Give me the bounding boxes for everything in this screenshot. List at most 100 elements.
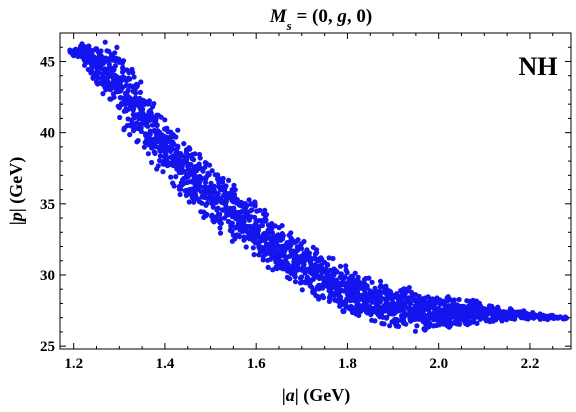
data-point: [323, 266, 329, 272]
data-point: [250, 201, 256, 207]
data-point: [222, 189, 228, 195]
data-point: [298, 245, 305, 252]
data-point: [377, 299, 383, 305]
data-point: [168, 129, 174, 135]
data-point: [232, 236, 238, 242]
data-point: [287, 276, 293, 282]
data-point: [136, 103, 142, 109]
x-tick-label: 1.6: [247, 356, 266, 372]
data-point: [350, 273, 356, 279]
data-point: [263, 217, 269, 223]
data-point: [413, 297, 419, 303]
data-point: [299, 287, 305, 293]
x-axis-ticks: 1.2 1.4 1.6 1.8 2.0 2.2: [64, 33, 554, 372]
data-point: [286, 267, 292, 273]
data-point: [174, 147, 180, 153]
data-point: [337, 263, 344, 269]
data-point: [75, 52, 81, 59]
data-point: [354, 286, 360, 292]
data-point: [363, 307, 369, 313]
chart-title: Ms = (0, g, 0): [269, 6, 372, 33]
data-point: [259, 222, 265, 229]
data-point: [134, 83, 140, 90]
data-point: [133, 90, 139, 96]
data-point: [194, 174, 201, 180]
data-point: [112, 50, 118, 56]
data-point: [139, 113, 146, 119]
data-point: [408, 289, 415, 295]
x-tick-label: 2.0: [429, 356, 448, 372]
data-point: [245, 209, 251, 215]
data-point: [446, 296, 452, 302]
data-point: [189, 152, 196, 158]
y-axis-label: |p| (GeV): [6, 157, 27, 225]
data-point: [364, 295, 370, 301]
data-point: [231, 205, 237, 211]
data-point: [236, 232, 242, 239]
data-point: [113, 89, 119, 95]
data-point: [363, 285, 369, 291]
data-point: [241, 209, 247, 215]
data-point: [331, 272, 337, 278]
data-point: [94, 73, 100, 80]
data-point: [131, 96, 137, 102]
data-point: [295, 237, 301, 243]
data-point: [118, 86, 124, 93]
data-point: [560, 316, 566, 322]
data-point: [383, 283, 389, 289]
data-point: [231, 211, 237, 217]
data-point: [437, 318, 443, 324]
data-point: [147, 128, 153, 134]
data-point: [486, 307, 492, 313]
data-point: [215, 172, 221, 178]
data-point: [141, 144, 147, 150]
data-point: [246, 197, 252, 203]
data-point: [259, 218, 265, 224]
data-point: [158, 114, 164, 120]
data-point: [244, 223, 251, 230]
data-point: [250, 234, 257, 241]
data-point: [308, 258, 314, 264]
data-point: [241, 202, 247, 208]
data-point: [285, 262, 291, 268]
data-point: [112, 63, 118, 69]
data-point: [294, 264, 300, 271]
data-point: [223, 183, 229, 189]
data-point: [140, 106, 146, 112]
data-point: [419, 300, 425, 306]
data-point: [218, 220, 224, 226]
data-point: [153, 116, 159, 122]
data-point: [456, 321, 463, 327]
data-point: [180, 159, 186, 165]
data-point: [149, 159, 155, 166]
data-point: [241, 227, 247, 233]
data-point: [217, 176, 223, 182]
data-point: [236, 210, 242, 216]
data-point: [492, 313, 498, 319]
data-point: [127, 122, 133, 128]
data-point: [108, 96, 114, 102]
data-point: [251, 252, 257, 258]
data-point: [445, 303, 451, 309]
data-point: [369, 279, 375, 285]
data-point: [226, 210, 232, 216]
data-point: [390, 295, 396, 301]
data-point: [378, 283, 384, 289]
data-point: [381, 321, 387, 327]
data-point: [129, 66, 135, 72]
data-point: [441, 321, 447, 327]
data-point: [207, 162, 213, 168]
data-point: [395, 317, 401, 324]
data-point: [188, 161, 194, 168]
data-point: [390, 306, 396, 312]
y-tick-label: 40: [40, 126, 55, 142]
data-point: [159, 132, 165, 138]
data-point: [120, 69, 126, 75]
data-point: [263, 241, 269, 247]
data-point: [401, 320, 407, 326]
data-point: [186, 199, 192, 205]
data-point: [169, 141, 175, 147]
data-point: [209, 168, 215, 174]
data-point: [186, 145, 192, 151]
data-point: [320, 285, 326, 291]
